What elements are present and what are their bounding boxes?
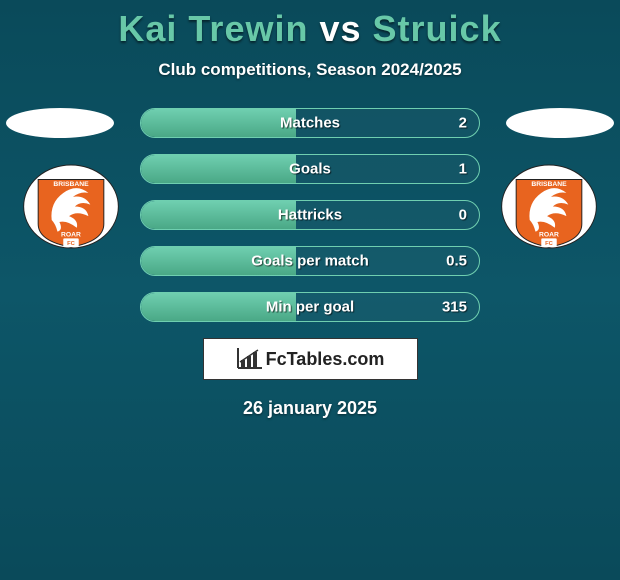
svg-text:ROAR: ROAR (61, 231, 81, 238)
stat-right-value: 1 (459, 161, 467, 178)
stat-label: Matches (280, 115, 340, 132)
svg-text:FC: FC (545, 241, 554, 247)
bar-chart-icon (236, 348, 262, 370)
stat-right-value: 0 (459, 207, 467, 224)
stat-fill (141, 109, 296, 137)
brand-box[interactable]: FcTables.com (203, 338, 418, 380)
stat-rows: Matches 2 Goals 1 Hattricks 0 Goals per match 0… (140, 108, 480, 322)
stat-row: Min per goal 315 (140, 292, 480, 322)
snapshot-date: 26 january 2025 (0, 398, 620, 419)
club-badge-left: BRISBANE ROAR FC (22, 164, 120, 249)
player2-name: Struick (373, 8, 502, 49)
brand-text: FcTables.com (266, 349, 385, 370)
player1-name: Kai Trewin (118, 8, 308, 49)
stat-row: Goals 1 (140, 154, 480, 184)
svg-text:FC: FC (67, 241, 76, 247)
stat-row: Matches 2 (140, 108, 480, 138)
svg-text:ROAR: ROAR (539, 231, 559, 238)
stat-label: Min per goal (266, 299, 354, 316)
stat-row: Hattricks 0 (140, 200, 480, 230)
comparison-title: Kai Trewin vs Struick (0, 0, 620, 50)
stat-label: Hattricks (278, 207, 342, 224)
stat-fill (141, 155, 296, 183)
stat-right-value: 315 (442, 299, 467, 316)
stat-right-value: 2 (459, 115, 467, 132)
content-area: BRISBANE ROAR FC BRISBANE ROAR FC Matche… (0, 108, 620, 419)
stat-right-value: 0.5 (446, 253, 467, 270)
subtitle: Club competitions, Season 2024/2025 (0, 60, 620, 80)
stat-label: Goals per match (251, 253, 369, 270)
country-flag-right (506, 108, 614, 138)
svg-text:BRISBANE: BRISBANE (531, 181, 567, 188)
stat-label: Goals (289, 161, 331, 178)
club-badge-right: BRISBANE ROAR FC (500, 164, 598, 249)
country-flag-left (6, 108, 114, 138)
stat-row: Goals per match 0.5 (140, 246, 480, 276)
stat-fill (141, 201, 296, 229)
svg-text:BRISBANE: BRISBANE (53, 181, 89, 188)
vs-label: vs (319, 8, 361, 49)
